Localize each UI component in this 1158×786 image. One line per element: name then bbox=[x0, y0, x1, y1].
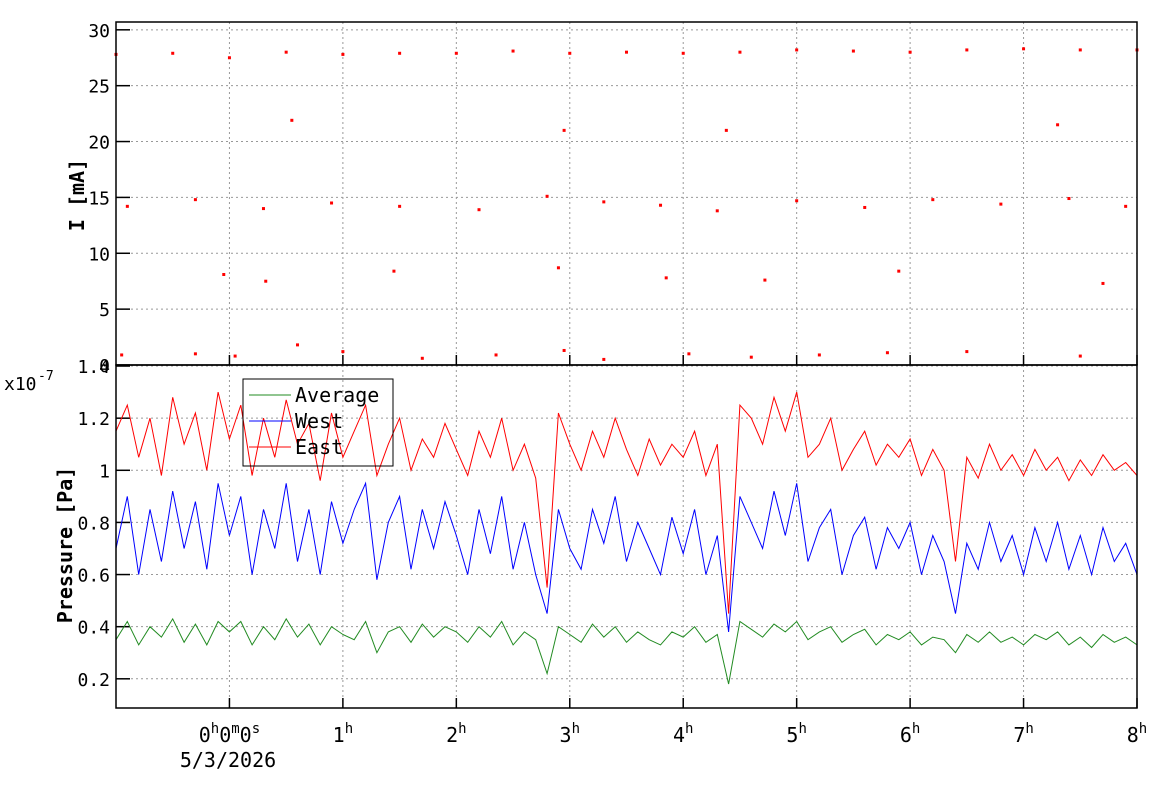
data-point bbox=[284, 50, 288, 54]
data-point bbox=[330, 201, 334, 205]
data-point bbox=[222, 273, 226, 277]
data-point bbox=[625, 50, 628, 54]
data-point bbox=[965, 350, 969, 354]
data-point bbox=[602, 357, 606, 361]
data-point bbox=[1124, 204, 1128, 208]
y-tick-label: 1.2 bbox=[77, 409, 110, 430]
data-point bbox=[795, 199, 799, 203]
data-point bbox=[233, 354, 237, 358]
data-point bbox=[897, 269, 901, 273]
y-tick-label: 1.4 bbox=[77, 357, 110, 378]
data-point bbox=[1056, 123, 1060, 127]
y-tick-label: 0.2 bbox=[77, 670, 110, 691]
y-tick-label: 0.6 bbox=[77, 566, 110, 587]
data-point bbox=[494, 353, 498, 357]
data-point bbox=[863, 205, 867, 209]
data-point bbox=[749, 355, 753, 359]
y-tick-label: 0.4 bbox=[77, 618, 110, 639]
bottom-frame bbox=[115, 364, 1138, 709]
series-line bbox=[115, 617, 1138, 685]
x-tick-label: 3h bbox=[560, 721, 580, 747]
axis-multiplier: x10 bbox=[4, 374, 37, 395]
data-point bbox=[227, 56, 231, 60]
data-point bbox=[715, 209, 719, 213]
data-point bbox=[545, 194, 549, 198]
data-point bbox=[392, 269, 396, 273]
axis-multiplier-exponent: -7 bbox=[38, 369, 54, 384]
data-point bbox=[193, 352, 197, 356]
legend-label: East bbox=[295, 435, 343, 459]
y-axis-label: I [mA] bbox=[65, 159, 89, 231]
y-tick-label: 30 bbox=[88, 21, 110, 42]
data-point bbox=[341, 52, 345, 56]
x-tick-label: 6h bbox=[900, 721, 920, 747]
y-axis-label: Pressure [Pa] bbox=[53, 467, 77, 624]
data-point bbox=[562, 348, 566, 352]
data-point bbox=[562, 128, 566, 132]
data-point bbox=[1078, 48, 1082, 52]
data-point bbox=[398, 51, 402, 55]
y-tick-label: 1 bbox=[99, 461, 110, 482]
x-tick-label: 8h bbox=[1127, 721, 1147, 747]
data-point bbox=[1078, 354, 1082, 358]
data-point bbox=[1067, 197, 1071, 201]
data-point bbox=[290, 118, 294, 122]
data-point bbox=[885, 351, 889, 355]
y-tick-label: 0.8 bbox=[77, 513, 110, 534]
y-tick-label: 0 bbox=[99, 356, 110, 377]
x-tick-label: 4h bbox=[673, 721, 693, 747]
series-line bbox=[115, 481, 1138, 632]
x-tick-label: 5h bbox=[786, 721, 806, 747]
data-point bbox=[296, 343, 300, 347]
data-point bbox=[908, 50, 912, 54]
x-tick-label: 2h bbox=[446, 721, 466, 747]
date-label: 5/3/2026 bbox=[180, 748, 276, 772]
data-point bbox=[724, 128, 728, 132]
y-tick-label: 5 bbox=[99, 300, 110, 321]
data-point bbox=[659, 203, 663, 207]
data-point bbox=[664, 276, 668, 280]
data-point bbox=[420, 356, 424, 360]
legend-box bbox=[242, 378, 394, 467]
data-point bbox=[602, 200, 606, 204]
data-point bbox=[1101, 281, 1105, 285]
data-point bbox=[687, 352, 691, 356]
data-point bbox=[999, 202, 1003, 206]
data-point bbox=[1022, 47, 1026, 51]
data-point bbox=[398, 204, 402, 208]
data-point bbox=[264, 279, 268, 283]
data-point bbox=[795, 48, 799, 52]
data-point bbox=[511, 49, 515, 53]
series-line bbox=[115, 391, 1138, 614]
y-tick-label: 15 bbox=[88, 188, 110, 209]
data-point bbox=[851, 49, 855, 53]
data-point bbox=[171, 51, 175, 55]
data-point bbox=[261, 207, 265, 211]
data-point bbox=[477, 208, 481, 212]
x-tick-label: 0h0m0s bbox=[199, 721, 260, 747]
data-point bbox=[120, 353, 124, 357]
x-tick-label: 7h bbox=[1013, 721, 1033, 747]
data-point bbox=[454, 51, 458, 55]
y-tick-label: 10 bbox=[88, 244, 110, 265]
data-point bbox=[931, 198, 935, 202]
y-tick-label: 20 bbox=[88, 133, 110, 154]
legend-label: West bbox=[295, 409, 343, 433]
data-point bbox=[965, 48, 969, 52]
data-point bbox=[681, 51, 685, 55]
data-point bbox=[193, 198, 197, 202]
data-point bbox=[125, 204, 129, 208]
data-point bbox=[556, 266, 560, 270]
legend-label: Average bbox=[295, 383, 379, 407]
data-point bbox=[568, 51, 572, 55]
data-point bbox=[817, 353, 821, 357]
y-tick-label: 25 bbox=[88, 77, 110, 98]
data-point bbox=[341, 350, 345, 354]
data-point bbox=[738, 50, 742, 54]
data-point bbox=[763, 278, 767, 282]
x-tick-label: 1h bbox=[333, 721, 353, 747]
